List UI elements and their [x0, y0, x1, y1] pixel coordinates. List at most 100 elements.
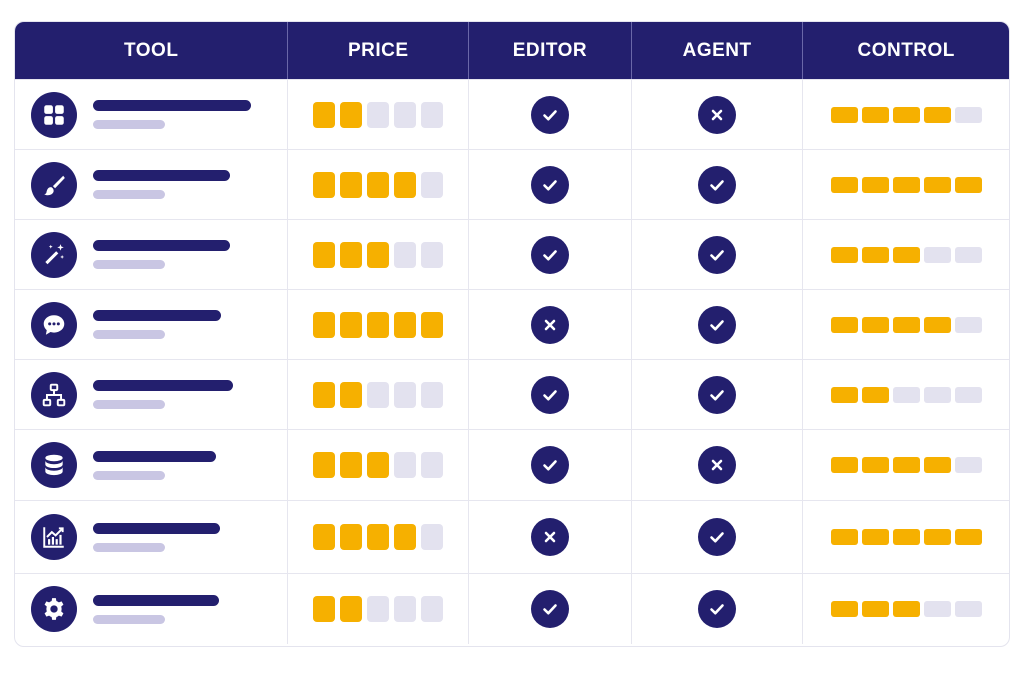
tool-subtitle-bar [93, 120, 165, 129]
table-row [15, 149, 1009, 219]
control-rating [830, 529, 982, 545]
tool-subtitle-bar [93, 614, 165, 624]
price-block-empty [421, 241, 444, 268]
agent-cell [632, 220, 804, 289]
check-icon [698, 165, 737, 204]
price-block-empty [421, 171, 444, 198]
control-block-filled [954, 176, 982, 193]
tool-subtitle-bar [93, 542, 165, 552]
grid-icon [31, 91, 77, 138]
price-cell [288, 501, 470, 573]
control-cell [803, 220, 1009, 289]
gear-icon [31, 586, 77, 632]
tool-subtitle-bar [93, 190, 165, 199]
control-cell [803, 360, 1009, 429]
control-block-filled [923, 457, 951, 473]
check-icon [698, 518, 737, 556]
agent-cell [632, 360, 804, 429]
control-cell [803, 574, 1009, 644]
tool-text-placeholder [93, 170, 230, 199]
check-icon [698, 375, 737, 414]
price-block-filled [367, 524, 390, 550]
cross-icon [530, 305, 569, 344]
agent-cell [632, 290, 804, 359]
price-rating [313, 101, 444, 128]
control-rating [830, 457, 982, 473]
table-row [15, 79, 1009, 149]
price-rating [313, 241, 444, 268]
price-block-filled [313, 596, 336, 622]
check-icon [530, 375, 569, 414]
price-block-filled [340, 101, 363, 128]
price-cell [288, 80, 470, 149]
price-block-empty [367, 381, 390, 408]
control-block-filled [892, 316, 920, 333]
tool-text-placeholder [93, 310, 221, 339]
price-block-empty [421, 381, 444, 408]
tool-cell [15, 290, 289, 359]
price-rating [313, 596, 444, 622]
control-block-filled [892, 246, 920, 263]
price-block-filled [421, 311, 444, 338]
check-icon [530, 235, 569, 274]
price-block-empty [394, 101, 417, 128]
control-rating [830, 246, 982, 263]
control-block-filled [861, 176, 889, 193]
control-block-filled [861, 246, 889, 263]
tool-subtitle-bar [93, 470, 165, 480]
control-rating [830, 106, 982, 123]
table-row [15, 219, 1009, 289]
control-block-filled [892, 106, 920, 123]
table-row [15, 359, 1009, 429]
price-block-filled [313, 452, 336, 478]
price-cell [288, 360, 470, 429]
price-block-empty [367, 596, 390, 622]
price-rating [313, 171, 444, 198]
editor-cell [469, 80, 632, 149]
tool-text-placeholder [93, 100, 251, 129]
price-block-empty [421, 596, 444, 622]
price-block-empty [394, 381, 417, 408]
editor-cell [469, 360, 632, 429]
editor-cell [469, 150, 632, 219]
editor-cell [469, 220, 632, 289]
control-block-empty [954, 601, 982, 617]
control-rating [830, 176, 982, 193]
header-control: CONTROL [857, 39, 955, 61]
price-block-filled [394, 524, 417, 550]
check-icon [698, 305, 737, 344]
control-block-filled [892, 529, 920, 545]
control-block-filled [830, 457, 858, 473]
control-block-empty [954, 316, 982, 333]
comparison-table: TOOL PRICE EDITOR AGENT CONTROL [14, 21, 1010, 647]
price-block-filled [313, 524, 336, 550]
price-rating [313, 381, 444, 408]
check-icon [530, 95, 569, 134]
price-block-filled [340, 381, 363, 408]
tool-cell [15, 150, 289, 219]
control-block-filled [923, 529, 951, 545]
control-block-filled [892, 176, 920, 193]
price-block-filled [313, 311, 336, 338]
price-block-filled [313, 101, 336, 128]
control-block-filled [923, 176, 951, 193]
agent-cell [632, 430, 804, 500]
header-tool: TOOL [15, 22, 289, 79]
tool-text-placeholder [93, 522, 220, 552]
tool-subtitle-bar [93, 400, 165, 409]
control-block-filled [892, 457, 920, 473]
tool-cell [15, 80, 289, 149]
table-row [15, 289, 1009, 359]
header-agent: AGENT [632, 22, 804, 79]
tool-text-placeholder [93, 240, 230, 269]
table-header: TOOL PRICE EDITOR AGENT CONTROL [15, 22, 1009, 79]
check-icon [530, 165, 569, 204]
chat-icon [31, 301, 77, 348]
agent-cell [632, 80, 804, 149]
agent-cell [632, 574, 804, 644]
check-icon [698, 235, 737, 274]
price-cell [288, 574, 470, 644]
price-block-filled [367, 241, 390, 268]
price-block-empty [421, 524, 444, 550]
editor-cell [469, 430, 632, 500]
